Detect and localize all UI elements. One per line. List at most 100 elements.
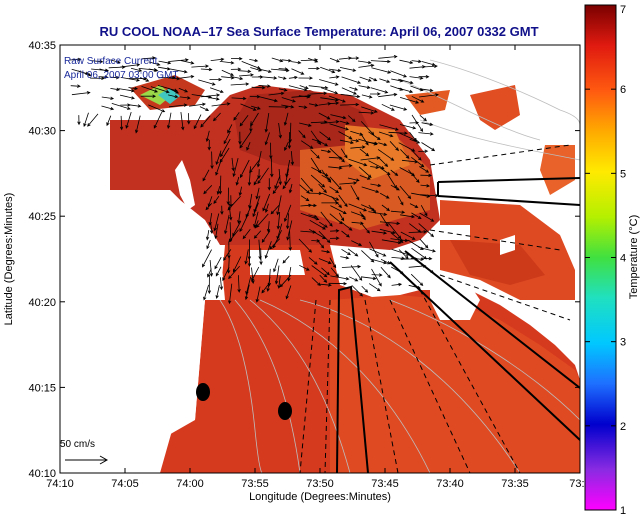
- current-vector: [368, 283, 381, 292]
- current-vector: [421, 122, 434, 126]
- current-vector: [274, 265, 280, 285]
- current-vector: [298, 105, 308, 109]
- current-vector: [261, 283, 270, 294]
- current-vector: [203, 185, 213, 195]
- current-vector: [299, 122, 312, 127]
- current-vector: [237, 211, 241, 224]
- current-vector: [70, 84, 81, 88]
- current-vector: [360, 276, 377, 281]
- current-vector: [287, 132, 292, 149]
- current-vector: [205, 230, 210, 241]
- current-vector: [329, 123, 349, 131]
- current-vector: [258, 84, 271, 88]
- current-vector: [408, 230, 428, 234]
- current-vector: [168, 103, 188, 108]
- current-vector: [269, 238, 280, 250]
- current-vector: [178, 87, 189, 93]
- colorbar-tick-label: 6: [620, 84, 626, 96]
- current-vector: [179, 96, 191, 100]
- current-vector: [235, 176, 240, 186]
- current-vector: [119, 94, 135, 100]
- current-vector: [150, 86, 170, 94]
- overlay-annotation-line2: April 06, 2007 03:00 GMT: [64, 70, 179, 81]
- sampling-boxes: [336, 177, 580, 473]
- current-vector: [329, 186, 340, 194]
- current-vector: [205, 203, 212, 211]
- current-vector: [419, 238, 429, 249]
- current-vector: [214, 257, 222, 270]
- current-vector: [281, 58, 292, 63]
- current-vector: [351, 240, 363, 246]
- current-vector: [369, 241, 379, 258]
- current-vector: [418, 223, 435, 238]
- current-vector: [361, 186, 380, 193]
- current-vector: [230, 67, 242, 71]
- current-vector: [409, 121, 420, 125]
- current-vector: [71, 91, 91, 96]
- current-vector: [288, 231, 292, 252]
- current-vector: [283, 204, 292, 223]
- current-vector: [120, 77, 140, 82]
- current-vector: [370, 59, 391, 64]
- current-vector: [253, 230, 262, 239]
- x-tick-label: 73:35: [501, 478, 529, 490]
- current-vector: [228, 283, 233, 305]
- current-vector: [328, 101, 340, 105]
- current-vector: [69, 57, 82, 62]
- current-vector: [399, 97, 420, 104]
- current-vector: [360, 132, 369, 146]
- current-vector: [244, 249, 249, 265]
- current-vector: [350, 265, 363, 281]
- current-vector: [400, 149, 410, 159]
- x-tick-label: 74:10: [46, 478, 74, 490]
- current-vector: [219, 277, 224, 291]
- current-vector: [321, 192, 340, 201]
- current-vector: [399, 124, 417, 130]
- current-vector: [288, 183, 293, 194]
- current-vector: [328, 95, 346, 103]
- current-vector: [420, 173, 432, 178]
- current-vector: [219, 61, 235, 65]
- current-vector: [278, 122, 282, 139]
- current-vector: [418, 149, 429, 153]
- current-vector: [239, 115, 249, 127]
- y-axis: 40:35 40:30 40:25 40:20 40:15 40:10: [28, 40, 580, 480]
- current-vector: [320, 283, 332, 287]
- current-vector: [239, 213, 249, 233]
- current-vector: [90, 76, 105, 80]
- current-vector: [409, 131, 417, 142]
- current-vector: [320, 66, 336, 74]
- current-vector: [130, 67, 143, 72]
- y-tick-label: 40:15: [28, 382, 56, 394]
- current-vector: [272, 185, 280, 195]
- current-vector: [409, 203, 419, 208]
- current-vector: [213, 195, 220, 205]
- current-vectors: [69, 55, 439, 305]
- current-vector: [318, 112, 331, 120]
- current-vector: [261, 230, 271, 243]
- current-vector: [318, 140, 329, 147]
- current-vector: [228, 265, 240, 280]
- current-vector: [398, 249, 409, 260]
- current-vector: [379, 166, 391, 176]
- current-vector: [390, 70, 408, 78]
- current-vector: [262, 193, 271, 212]
- current-vector: [338, 131, 353, 140]
- x-tick-label: 73:40: [436, 478, 464, 490]
- current-vector: [319, 274, 328, 283]
- current-vector: [241, 61, 261, 70]
- current-vector: [318, 221, 328, 228]
- current-vector: [205, 130, 210, 143]
- current-vector: [232, 158, 239, 178]
- current-vector: [320, 120, 340, 124]
- current-vector: [256, 151, 262, 168]
- current-vector: [246, 142, 251, 151]
- current-vector: [193, 114, 202, 130]
- current-vector: [320, 211, 333, 227]
- current-vector: [310, 149, 320, 159]
- current-vector: [339, 120, 350, 125]
- current-vector: [237, 275, 241, 293]
- current-vector: [267, 178, 271, 191]
- current-vector: [274, 175, 281, 190]
